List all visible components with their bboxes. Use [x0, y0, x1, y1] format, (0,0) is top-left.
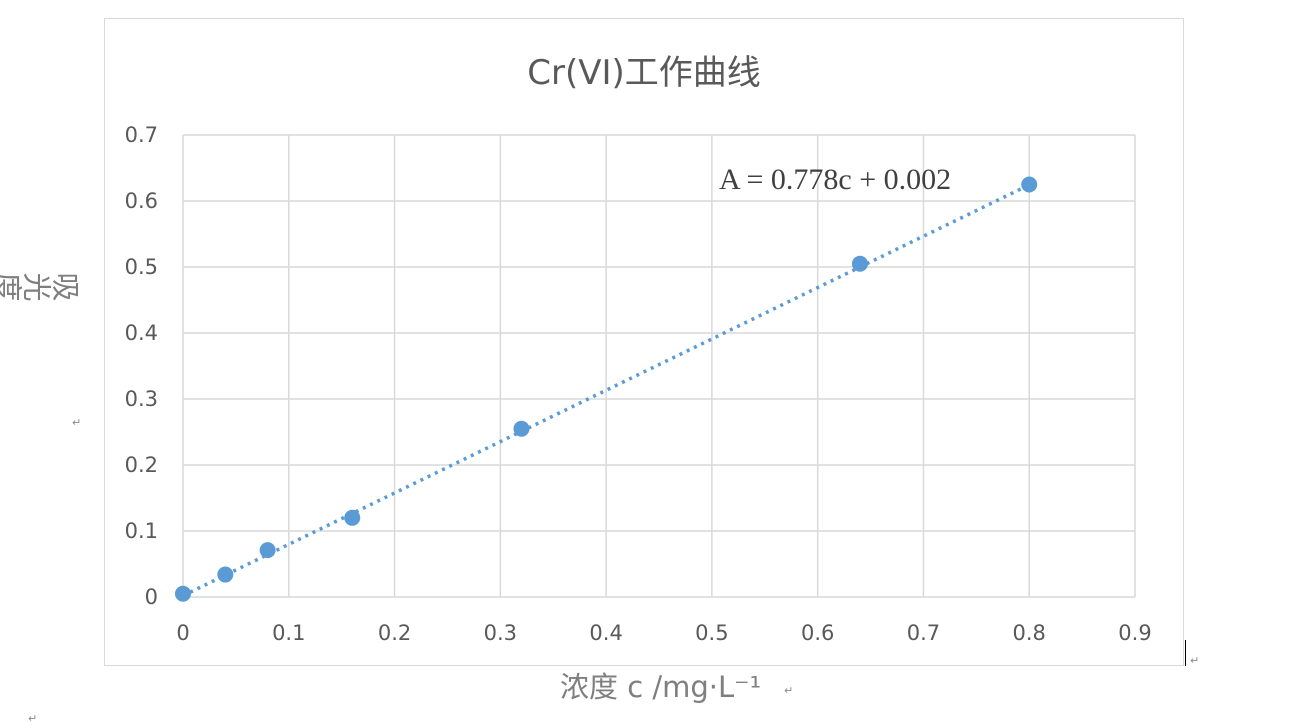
x-axis-title: 浓度 c /mg·L⁻¹ [560, 670, 761, 704]
paragraph-mark-right: ↵ [1190, 654, 1200, 667]
x-axis-title-text: 浓度 c /mg·L⁻¹ [560, 670, 761, 704]
y-tick-label: 0.3 [125, 387, 158, 411]
x-tick-label: 0.8 [1013, 621, 1046, 645]
x-tick-label: 0.3 [484, 621, 517, 645]
x-tick-label: 0.7 [907, 621, 940, 645]
data-point [513, 420, 530, 437]
paragraph-mark-bottom: ↵ [28, 712, 38, 725]
y-tick-label: 0.5 [125, 255, 158, 279]
data-point [259, 542, 276, 559]
x-tick-label: 0.4 [589, 621, 622, 645]
paragraph-mark-xlabel: ↵ [784, 684, 794, 697]
trendline-equation: A = 0.778c + 0.002 [719, 163, 951, 196]
y-tick-label: 0.1 [125, 519, 158, 543]
chart-title: Cr(VI)工作曲线 [527, 53, 761, 93]
data-point [175, 585, 191, 602]
data-point [344, 509, 361, 526]
x-tick-label: 0.6 [801, 621, 834, 645]
y-axis-title: 吸光度 A [0, 268, 81, 302]
data-point [1021, 176, 1038, 193]
x-tick-label: 0.2 [378, 621, 411, 645]
cursor-bar [1185, 640, 1186, 666]
data-point [851, 255, 868, 272]
y-tick-label: 0.4 [125, 321, 158, 345]
y-tick-label: 0.2 [125, 453, 158, 477]
y-tick-label: 0.6 [125, 189, 158, 213]
data-points-layer [175, 176, 1038, 602]
tick-labels-layer: 0 0.1 0.2 0.3 0.4 0.5 0.6 0.7 0.8 0.9 0 0.1 0.2 0.3 0.… [125, 123, 1152, 645]
y-tick-label: 0.7 [125, 123, 158, 147]
x-tick-label: 0 [176, 621, 189, 645]
x-tick-label: 0.5 [695, 621, 728, 645]
chart-frame [104, 18, 1184, 666]
x-tick-label: 0.9 [1118, 621, 1151, 645]
grid-layer [182, 134, 1136, 598]
y-tick-label: 0 [145, 585, 158, 609]
data-point [217, 566, 234, 583]
paragraph-mark-ylabel: ↵ [72, 416, 82, 429]
x-tick-label: 0.1 [272, 621, 305, 645]
